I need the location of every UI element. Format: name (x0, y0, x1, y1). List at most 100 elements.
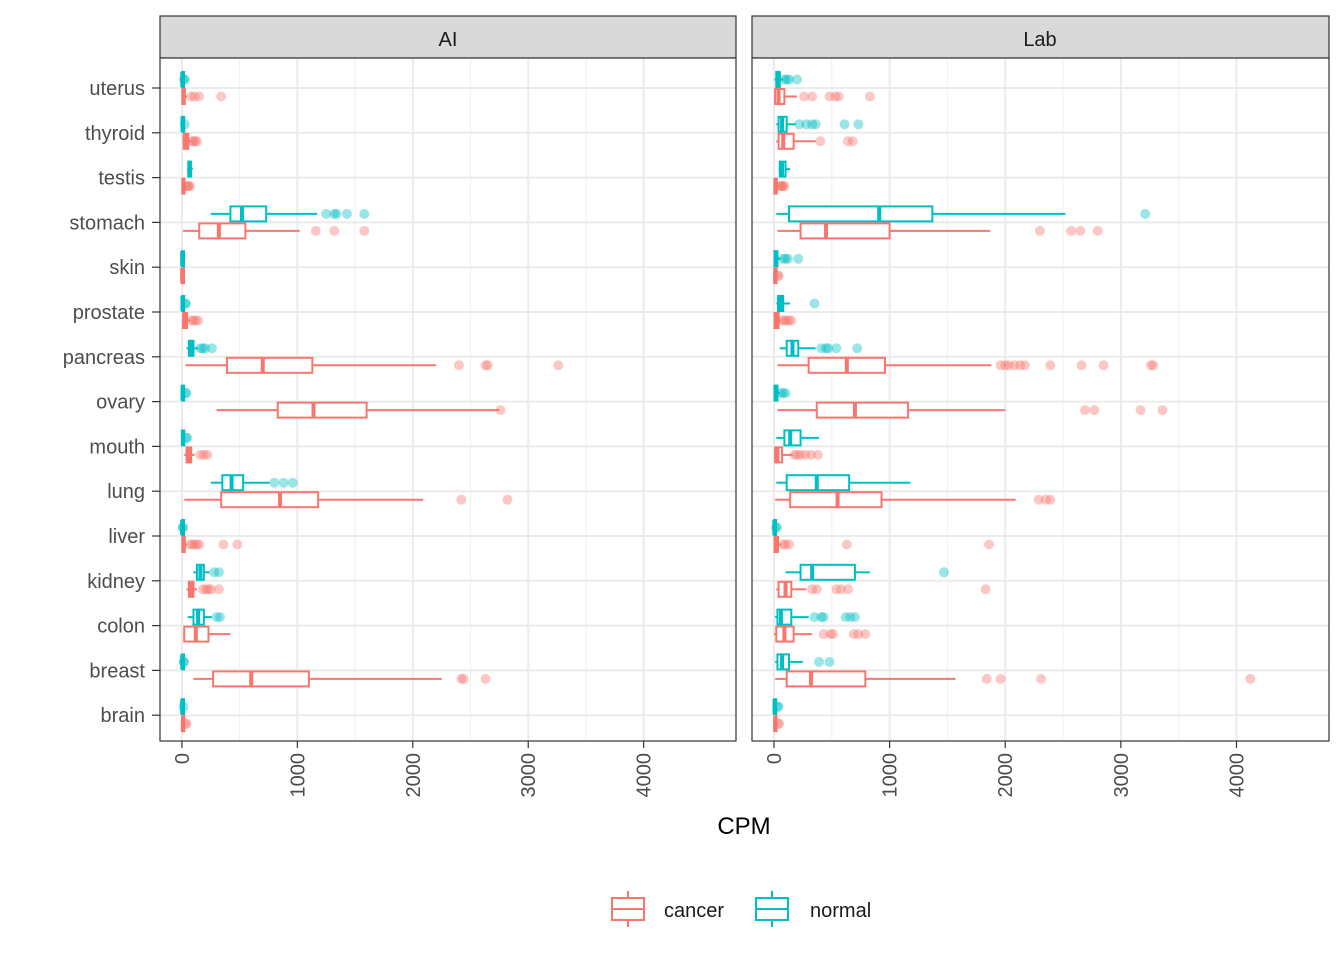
outlier-point (792, 74, 803, 85)
outlier-point (777, 315, 788, 326)
legend-key-cancer (611, 891, 645, 927)
outlier-point (1040, 494, 1051, 505)
facet-strip-lab (751, 15, 1330, 59)
outlier-point (805, 449, 816, 460)
outlier-point (180, 388, 191, 399)
box-lab-kidney-cancer (776, 580, 991, 598)
y-tick-label-ovary: ovary (96, 392, 145, 414)
outlier-point (178, 701, 189, 712)
box-ai-mouth-cancer (184, 446, 213, 464)
outlier-point (359, 225, 370, 236)
box-lab-ovary-normal (773, 384, 791, 402)
outlier-point (191, 539, 202, 550)
outlier-point (269, 477, 280, 488)
outlier-point (190, 315, 201, 326)
panel-background (752, 58, 1329, 741)
box-lab-lung-cancer (775, 491, 1056, 509)
box-ai-colon-normal (187, 608, 226, 626)
outlier-point (842, 584, 853, 595)
outlier-point (814, 656, 825, 667)
x-tick-label-4000: 4000 (634, 753, 656, 798)
box-ai-skin-normal (180, 250, 186, 268)
outlier-point (1033, 494, 1044, 505)
box-lab-breast-normal (775, 653, 835, 671)
y-tick-label-kidney: kidney (87, 571, 145, 593)
box-lab-brain-cancer (773, 715, 785, 733)
outlier-point (842, 136, 853, 147)
facet-label-ai: AI (439, 29, 458, 51)
outlier-point (778, 181, 789, 192)
x-tick-label-0: 0 (764, 753, 786, 764)
outlier-point (807, 91, 818, 102)
box-ai-testis-normal (187, 160, 193, 178)
box-ai-lung-normal (210, 474, 298, 492)
outlier-point (807, 584, 818, 595)
box-iqr (785, 670, 867, 688)
box-ai-skin-cancer (180, 267, 186, 285)
outlier-point (182, 181, 193, 192)
y-tick-label-uterus: uterus (89, 78, 145, 100)
outlier-point (189, 539, 200, 550)
outlier-point (795, 449, 806, 460)
outlier-point (816, 343, 827, 354)
outlier-point (800, 449, 811, 460)
outlier-point (178, 656, 189, 667)
box-ai-stomach-cancer (183, 222, 370, 240)
outlier-point (811, 584, 822, 595)
outlier-point (183, 181, 194, 192)
outlier-point (232, 539, 243, 550)
box-lab-breast-cancer (775, 670, 1256, 688)
box-iqr (799, 222, 891, 240)
outlier-point (185, 539, 196, 550)
box-ai-breast-normal (178, 653, 190, 671)
outlier-point (849, 612, 860, 623)
box-ai-brain-cancer (180, 715, 192, 733)
outlier-point (180, 718, 191, 729)
outlier-point (359, 208, 370, 219)
outlier-point (784, 315, 795, 326)
box-ai-uterus-normal (179, 71, 190, 88)
outlier-point (186, 91, 197, 102)
outlier-point (984, 539, 995, 550)
outlier-point (772, 701, 783, 712)
box-lab-liver-normal (771, 519, 782, 536)
outlier-point (821, 343, 832, 354)
outlier-point (181, 718, 192, 729)
outlier-point (784, 74, 795, 85)
outlier-point (771, 522, 782, 533)
box-ai-lung-cancer (184, 491, 513, 509)
outlier-point (864, 91, 875, 102)
box-lab-skin-normal (773, 250, 804, 268)
outlier-point (775, 181, 786, 192)
x-tick-label-3000: 3000 (518, 753, 540, 798)
outlier-point (995, 673, 1006, 684)
x-tick-label-0: 0 (172, 753, 194, 764)
outlier-point (179, 119, 190, 130)
outlier-point (778, 388, 789, 399)
box-ai-pancreas-normal (186, 339, 217, 357)
legend: cancer normal (611, 891, 871, 927)
outlier-point (818, 612, 829, 623)
outlier-point (194, 91, 205, 102)
outlier-point (807, 119, 818, 130)
outlier-point (553, 360, 564, 371)
outlier-point (180, 298, 191, 309)
outlier-point (201, 584, 212, 595)
outlier-point (1045, 494, 1056, 505)
box-lab-lung-normal (776, 474, 911, 492)
outlier-point (480, 673, 491, 684)
outlier-point (193, 315, 204, 326)
x-axis-title: CPM (717, 813, 770, 840)
box-iqr (212, 670, 310, 688)
outlier-point (216, 91, 227, 102)
outlier-point (200, 343, 211, 354)
outlier-point (781, 315, 792, 326)
outlier-point (823, 343, 834, 354)
outlier-point (840, 612, 851, 623)
outlier-point (995, 360, 1006, 371)
x-tick-label-1000: 1000 (880, 753, 902, 798)
outlier-point (194, 539, 205, 550)
box-ai-kidney-normal (193, 563, 224, 581)
outlier-point (180, 432, 191, 443)
box-iqr (225, 356, 314, 374)
